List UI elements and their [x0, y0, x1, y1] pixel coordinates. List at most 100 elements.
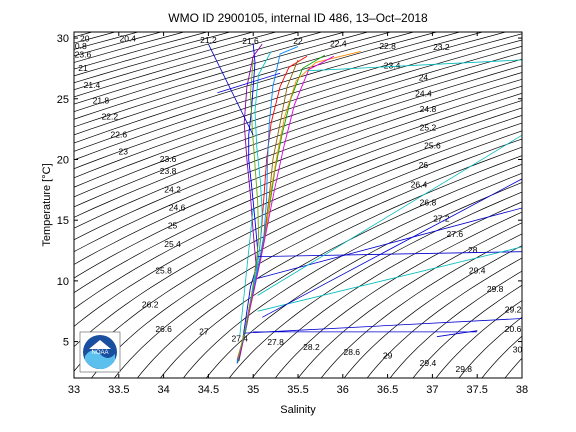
annotation-line	[257, 246, 522, 312]
isopleth-label: 21	[78, 63, 88, 73]
isopleth-label: 23.6	[75, 49, 92, 59]
x-tick-label: 35	[247, 384, 259, 396]
isopleth-label: 25.4	[164, 239, 181, 249]
isopleth-label: 27.4	[231, 334, 248, 344]
isopleth-line	[74, 32, 255, 84]
isopleth-label: 29	[383, 351, 393, 361]
isopleth-line	[435, 300, 522, 378]
isopleth-label: 27	[199, 326, 209, 336]
isopleth-label: 29.4	[420, 358, 437, 368]
isopleth-label: 25.2	[420, 122, 437, 132]
isopleth-label: 22.2	[102, 111, 119, 121]
isopleth-line	[74, 32, 209, 70]
x-axis: 33 33.5 34 34.5 35 35.5 36 36.5 37 37.5 38	[68, 32, 528, 396]
isopleth-line	[74, 32, 232, 77]
isopleth-label: 21.6	[242, 36, 259, 46]
isopleth-label: 20	[80, 34, 90, 44]
isopleth-line	[74, 32, 301, 98]
isopleth-label: 24	[419, 73, 429, 83]
noaa-logo: NOAA	[79, 331, 121, 373]
isopleth-line	[343, 245, 522, 378]
y-tick-label: 10	[57, 276, 69, 288]
profile-line	[236, 44, 259, 364]
isopleth-line	[74, 32, 324, 105]
isopleth-label: 29.2	[505, 304, 522, 314]
isopleth-line	[74, 32, 392, 128]
isopleth-label: 25.6	[424, 141, 441, 151]
isopleth-label: 27.2	[433, 213, 450, 223]
x-tick-label: 34	[157, 384, 169, 396]
annotation-line	[436, 330, 478, 338]
x-tick-label: 38	[516, 384, 528, 396]
isopleth-label: 26.4	[411, 179, 428, 189]
y-axis: 5 10 15 20 25 30	[57, 33, 522, 349]
isopleth-label: 24.4	[415, 88, 432, 98]
isopleth-line	[159, 163, 522, 378]
isopleth-label: 23.6	[160, 154, 177, 164]
isopleth-line	[481, 335, 522, 378]
isopleth-label: 30	[513, 345, 523, 355]
isopleth-label: 28.6	[343, 347, 360, 357]
annotation-line	[257, 207, 522, 279]
isopleth-label: 21.2	[200, 35, 217, 45]
x-tick-label: 37.5	[466, 384, 487, 396]
annotation-line	[208, 43, 254, 136]
isopleth-line	[412, 284, 522, 378]
isopleth-line	[228, 191, 522, 378]
isopleth-line	[74, 122, 522, 348]
profile-line	[237, 59, 260, 359]
isopleth-label: 20.8	[70, 41, 87, 51]
annotation-line	[262, 178, 522, 318]
x-tick-label: 37	[426, 384, 438, 396]
annotation-line	[257, 134, 522, 296]
chart-title: WMO ID 2900105, internal ID 486, 13–Oct–…	[168, 11, 428, 25]
isopleth-line	[320, 233, 522, 378]
isopleth-label: 23	[119, 147, 129, 157]
noaa-logo-wave	[85, 350, 115, 370]
noaa-logo-bird	[89, 340, 111, 349]
isopleth-label: 28.2	[303, 342, 320, 352]
isopleth-label: 22.8	[379, 41, 396, 51]
isopleth-line	[205, 182, 522, 378]
x-tick-label: 33	[68, 384, 80, 396]
isopleth-line	[366, 257, 522, 378]
isopleth-label: 29.8	[455, 364, 472, 374]
isopleth-label: 23.4	[384, 60, 401, 70]
profile-lines	[236, 43, 361, 364]
isopleth-label: 21.8	[93, 96, 110, 106]
isopleth-label: 22	[293, 36, 303, 46]
isopleth-line	[113, 146, 522, 378]
isopleth-label: 22.4	[330, 39, 347, 49]
isopleth-line	[389, 270, 522, 378]
y-tick-label: 15	[57, 215, 69, 227]
isopleth-label: 20.6	[505, 324, 522, 334]
isopleth-line	[74, 32, 278, 91]
isopleth-line	[274, 211, 522, 378]
x-tick-label: 35.5	[287, 384, 308, 396]
y-tick-label: 30	[57, 33, 69, 45]
isopleth-label: 24.2	[164, 184, 181, 194]
isopleth-label: 29.8	[487, 284, 504, 294]
isopleth-label: 26.8	[420, 198, 437, 208]
noaa-logo-text: NOAA	[91, 350, 108, 356]
isopleth-label: 21.4	[84, 80, 101, 90]
isopleth-line	[74, 32, 347, 112]
x-tick-label: 36.5	[377, 384, 398, 396]
isopleth-label: 26.6	[155, 324, 172, 334]
isopleth-label: 24.6	[169, 202, 186, 212]
isopleth-label: 24.8	[420, 104, 437, 114]
annotation-line	[257, 251, 522, 257]
profile-line	[238, 55, 335, 358]
